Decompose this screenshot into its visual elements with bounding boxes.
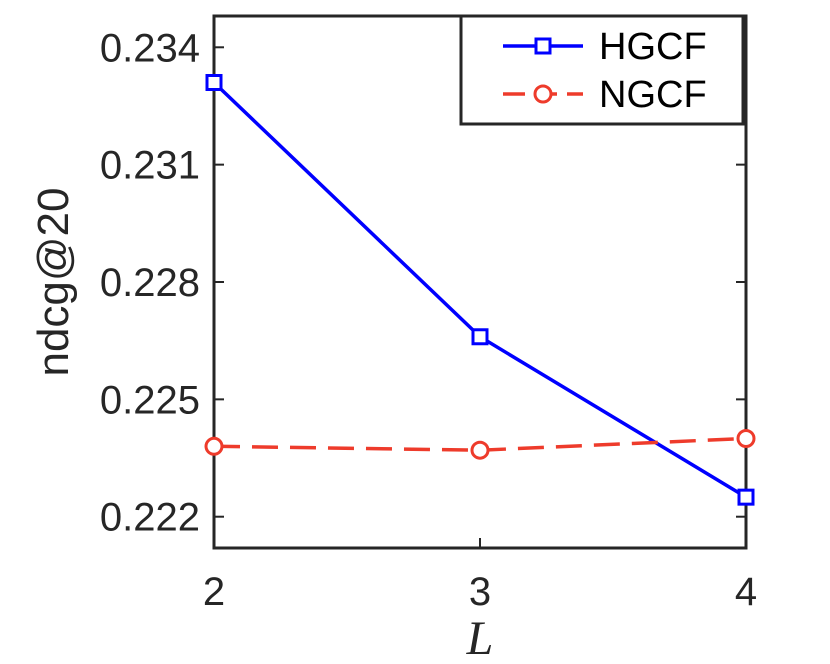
x-tick-label: 3 [469, 570, 491, 614]
legend-box [459, 14, 745, 126]
x-axis-label: L [466, 612, 494, 664]
data-point-hgcf [205, 74, 223, 91]
data-point-hgcf [737, 488, 755, 506]
ticks: 2 3 4 0.222 0.225 0.228 0.231 0.234 [100, 16, 757, 614]
y-tick-label: 0.222 [100, 496, 200, 540]
data-point-ngcf [736, 428, 756, 448]
data-point-ngcf [470, 440, 490, 460]
data-point-hgcf [471, 328, 489, 346]
legend-marker-hgcf [534, 37, 552, 55]
y-tick-label: 0.231 [100, 144, 200, 188]
series-line-hgcf [212, 81, 747, 499]
x-tick-label: 2 [203, 570, 225, 614]
legend: HGCF NGCF [459, 14, 745, 126]
x-tick-label: 4 [735, 570, 757, 614]
legend-marker-ngcf [533, 84, 553, 104]
series [204, 74, 756, 506]
legend-label-ngcf: NGCF [599, 74, 707, 116]
legend-label-hgcf: HGCF [599, 26, 707, 68]
y-tick-label: 0.228 [100, 261, 200, 305]
y-tick-label: 0.225 [100, 378, 200, 422]
data-point-ngcf [204, 436, 224, 456]
series-hgcf [205, 74, 755, 506]
series-ngcf [204, 428, 756, 460]
y-tick-label: 0.234 [100, 26, 200, 70]
y-axis-label: ndcg@20 [29, 187, 78, 376]
